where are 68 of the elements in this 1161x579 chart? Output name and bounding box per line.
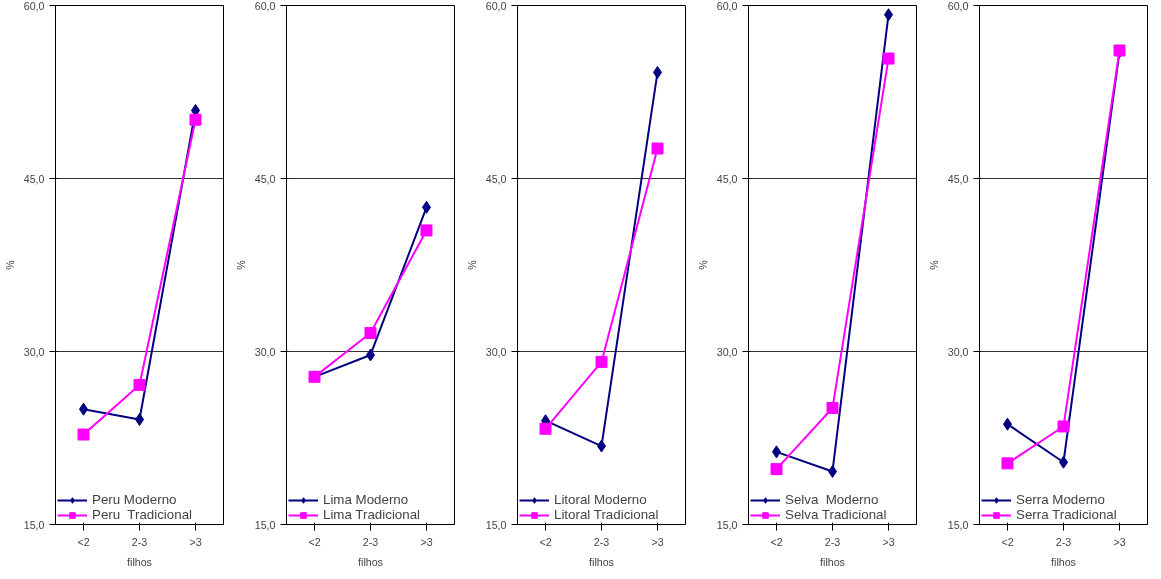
y-tick-label: 45,0 <box>947 172 969 185</box>
y-tick-label: 45,0 <box>716 172 738 185</box>
y-tick-label: 30,0 <box>254 345 276 358</box>
y-tick-label: 60,0 <box>716 0 738 12</box>
point <box>364 327 377 340</box>
legend-label: Peru Tradicional <box>92 507 193 522</box>
x-tick-label: >3 <box>882 535 895 548</box>
x-tick-label: >3 <box>1113 535 1126 548</box>
x-tick-label: <2 <box>308 535 321 548</box>
x-tick-label: <2 <box>539 535 552 548</box>
y-tick-label: 30,0 <box>485 345 507 358</box>
point <box>595 355 608 368</box>
x-tick-label: 2-3 <box>131 535 148 548</box>
legend-label: Serra Tradicional <box>1016 507 1117 522</box>
x-tick-label: 2-3 <box>1055 535 1072 548</box>
y-tick-label: 60,0 <box>947 0 969 12</box>
x-axis-title: filhos <box>589 555 614 568</box>
y-tick-label: 45,0 <box>23 172 45 185</box>
legend-label: Lima Tradicional <box>323 507 421 522</box>
point <box>1001 457 1014 470</box>
y-tick-label: 15,0 <box>947 518 969 531</box>
x-tick-label: 2-3 <box>824 535 841 548</box>
y-tick-label: 15,0 <box>23 518 45 531</box>
x-tick-label: >3 <box>420 535 433 548</box>
y-tick-label: 60,0 <box>254 0 276 12</box>
point <box>826 402 839 415</box>
point <box>1057 420 1070 433</box>
point <box>420 224 433 237</box>
point <box>77 428 90 441</box>
y-axis-title: % <box>696 259 709 270</box>
x-tick-label: <2 <box>1001 535 1014 548</box>
x-tick-label: >3 <box>189 535 202 548</box>
legend-label: Litoral Moderno <box>554 492 647 507</box>
y-axis-title: % <box>465 259 478 270</box>
y-axis-title: % <box>3 259 16 270</box>
y-tick-label: 45,0 <box>485 172 507 185</box>
legend-label: Selva Moderno <box>785 492 879 507</box>
x-axis-title: filhos <box>820 555 845 568</box>
point <box>189 113 202 126</box>
point <box>882 52 895 65</box>
y-tick-label: 15,0 <box>485 518 507 531</box>
x-axis-title: filhos <box>358 555 383 568</box>
point <box>651 142 664 155</box>
y-tick-label: 45,0 <box>254 172 276 185</box>
x-tick-label: 2-3 <box>593 535 610 548</box>
point <box>539 422 552 435</box>
x-axis-title: filhos <box>127 555 152 568</box>
y-tick-label: 30,0 <box>716 345 738 358</box>
y-tick-label: 60,0 <box>23 0 45 12</box>
y-tick-label: 60,0 <box>485 0 507 12</box>
y-axis-title: % <box>234 259 247 270</box>
y-tick-label: 15,0 <box>716 518 738 531</box>
x-tick-label: 2-3 <box>362 535 379 548</box>
x-tick-label: <2 <box>77 535 90 548</box>
y-axis-title: % <box>927 259 940 270</box>
y-tick-label: 30,0 <box>947 345 969 358</box>
point <box>133 378 146 391</box>
y-tick-label: 30,0 <box>23 345 45 358</box>
y-tick-label: 15,0 <box>254 518 276 531</box>
x-axis-title: filhos <box>1051 555 1076 568</box>
legend-label: Peru Moderno <box>92 492 177 507</box>
legend-label: Lima Moderno <box>323 492 409 507</box>
legend-label: Serra Moderno <box>1016 492 1105 507</box>
point <box>770 463 783 476</box>
x-tick-label: <2 <box>770 535 783 548</box>
legend-label: Selva Tradicional <box>785 507 887 522</box>
legend-label: Litoral Tradicional <box>554 507 659 522</box>
x-tick-label: >3 <box>651 535 664 548</box>
